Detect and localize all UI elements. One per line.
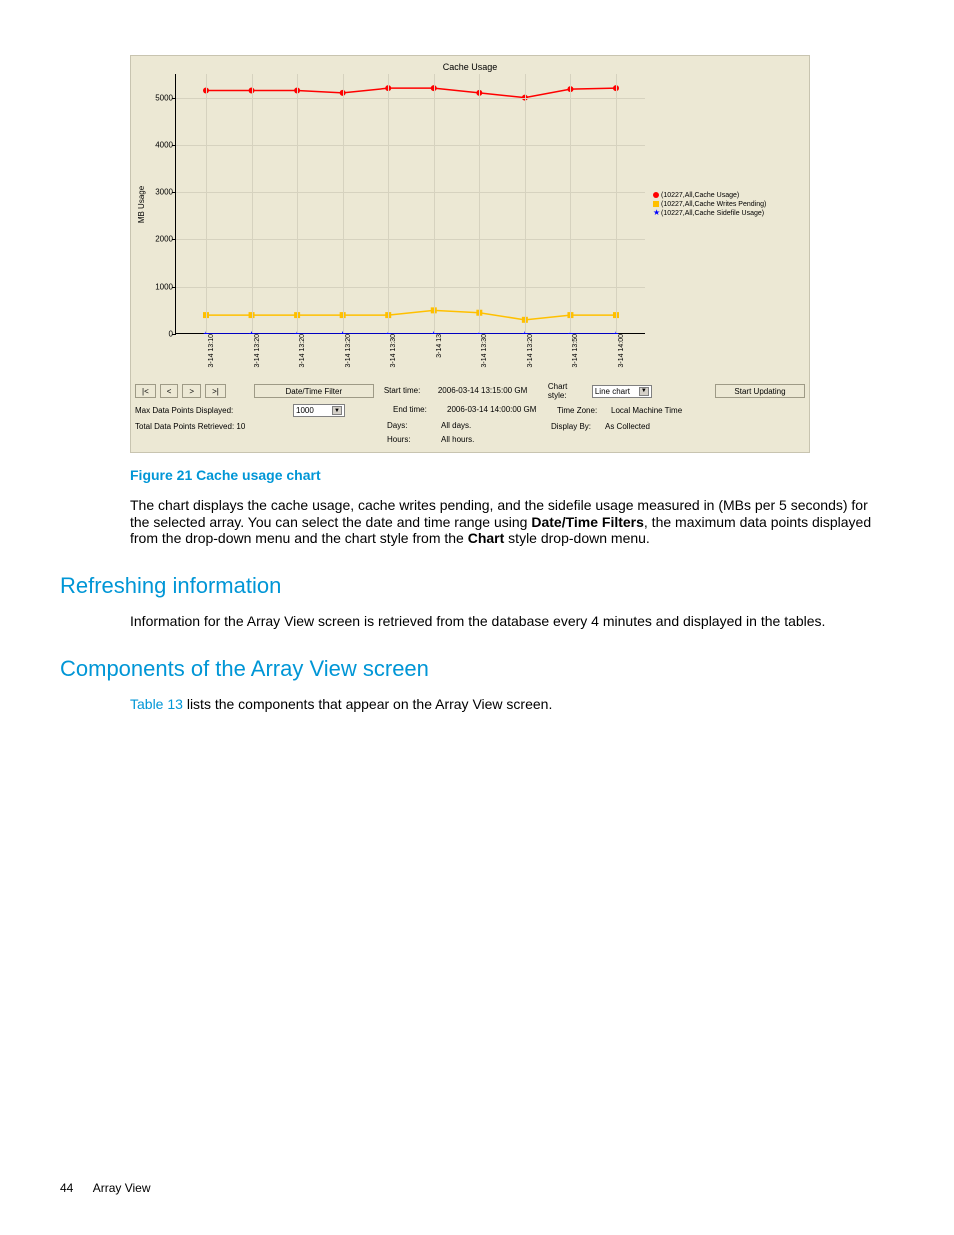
x-tick-label: 3-14 13:10 bbox=[208, 334, 215, 367]
chart-legend: (10227,All,Cache Usage) (10227,All,Cache … bbox=[645, 74, 805, 334]
chart-controls-row4: Hours: All hours. bbox=[135, 433, 805, 447]
display-by-label: Display By: bbox=[551, 422, 601, 431]
max-points-select[interactable]: 1000 ▼ bbox=[293, 404, 345, 417]
hours-value: All hours. bbox=[441, 435, 474, 445]
hours-block: Hours: All hours. bbox=[387, 435, 547, 445]
cache-usage-chart-panel: Cache Usage MB Usage 0100020003000400050… bbox=[130, 55, 810, 453]
y-tick-label: 3000 bbox=[155, 188, 173, 197]
max-points-value: 1000 bbox=[296, 406, 314, 415]
chevron-down-icon: ▼ bbox=[639, 387, 649, 396]
x-tick-label: 3-14 13:30 bbox=[390, 334, 397, 367]
legend-label: (10227,All,Cache Usage) bbox=[661, 192, 739, 199]
date-time-filter-button[interactable]: Date/Time Filter bbox=[254, 384, 374, 398]
chart-controls-row1: |< < > >| Date/Time Filter Start time: 20… bbox=[135, 378, 805, 402]
footer-title: Array View bbox=[93, 1181, 151, 1195]
para1-e: style drop-down menu. bbox=[504, 530, 650, 546]
chart-plot-area bbox=[175, 74, 645, 334]
time-info-block: Start time: 2006-03-14 13:15:00 GM bbox=[384, 386, 544, 396]
y-tick-label: 4000 bbox=[155, 140, 173, 149]
para1-d: Chart bbox=[468, 530, 505, 546]
legend-item: (10227,All,Cache Usage) bbox=[653, 192, 805, 199]
y-axis-label-col: MB Usage bbox=[135, 74, 149, 334]
refreshing-paragraph: Information for the Array View screen is… bbox=[130, 613, 874, 630]
start-time-value: 2006-03-14 13:15:00 GM bbox=[438, 386, 527, 396]
y-tick-label: 2000 bbox=[155, 235, 173, 244]
table-reference-link[interactable]: Table 13 bbox=[130, 696, 183, 712]
days-value: All days. bbox=[441, 421, 471, 431]
x-axis-ticks: 3-14 13:10 3-14 13:20 3-14 13:20 3-14 13:20… bbox=[175, 334, 645, 378]
chart-style-label: Chart style: bbox=[548, 382, 588, 400]
chart-description-paragraph: The chart displays the cache usage, cach… bbox=[130, 497, 874, 547]
heading-refreshing: Refreshing information bbox=[60, 573, 894, 599]
page-footer: 44 Array View bbox=[60, 1181, 151, 1195]
document-page: Cache Usage MB Usage 0100020003000400050… bbox=[0, 0, 954, 1235]
legend-label: (10227,All,Cache Sidefile Usage) bbox=[661, 210, 764, 217]
x-tick-label: 3-14 13:20 bbox=[299, 334, 306, 367]
end-time-label: End time: bbox=[393, 405, 443, 415]
chevron-down-icon: ▼ bbox=[332, 406, 342, 415]
legend-item: ★(10227,All,Cache Sidefile Usage) bbox=[653, 210, 805, 217]
heading-components: Components of the Array View screen bbox=[60, 656, 894, 682]
chart-title: Cache Usage bbox=[135, 60, 805, 74]
x-tick-label: 3-14 13:20 bbox=[527, 334, 534, 367]
nav-last-button[interactable]: >| bbox=[205, 384, 226, 398]
legend-label: (10227,All,Cache Writes Pending) bbox=[661, 201, 766, 208]
display-by-value: As Collected bbox=[605, 422, 650, 431]
x-axis-row: 3-14 13:10 3-14 13:20 3-14 13:20 3-14 13:20… bbox=[175, 334, 805, 378]
series-line bbox=[206, 310, 616, 319]
legend-marker-icon bbox=[653, 201, 659, 207]
chart-controls-row2: Max Data Points Displayed: 1000 ▼ End ti… bbox=[135, 402, 805, 419]
nav-first-button[interactable]: |< bbox=[135, 384, 156, 398]
x-tick-label: 3-14 13:20 bbox=[345, 334, 352, 367]
max-points-label: Max Data Points Displayed: bbox=[135, 406, 255, 415]
x-tick-label: 3-14 13:20 bbox=[254, 334, 261, 367]
chart-style-select[interactable]: Line chart ▼ bbox=[592, 385, 652, 398]
nav-next-button[interactable]: > bbox=[182, 384, 201, 398]
legend-marker-icon: ★ bbox=[653, 210, 659, 216]
x-tick-label: 3-14 13:30 bbox=[481, 334, 488, 367]
plot-row: MB Usage 010002000300040005000 (10227,Al… bbox=[135, 74, 805, 334]
start-time-label: Start time: bbox=[384, 386, 434, 396]
chart-svg bbox=[176, 74, 646, 334]
y-axis-ticks: 010002000300040005000 bbox=[149, 74, 175, 334]
time-zone-value: Local Machine Time bbox=[611, 406, 682, 415]
chart-controls-row3: Total Data Points Retrieved: 10 Days: All… bbox=[135, 419, 805, 433]
x-tick-label: 3-14 13 bbox=[436, 334, 443, 358]
components-text: lists the components that appear on the … bbox=[183, 696, 552, 712]
start-updating-button[interactable]: Start Updating bbox=[715, 384, 805, 398]
legend-marker-icon bbox=[653, 192, 659, 198]
x-tick-label: 3-14 14:00 bbox=[618, 334, 625, 367]
days-label: Days: bbox=[387, 421, 437, 431]
nav-prev-button[interactable]: < bbox=[160, 384, 179, 398]
legend-item: (10227,All,Cache Writes Pending) bbox=[653, 201, 805, 208]
figure-caption: Figure 21 Cache usage chart bbox=[130, 467, 894, 483]
total-points-label: Total Data Points Retrieved: 10 bbox=[135, 422, 335, 431]
time-zone-label: Time Zone: bbox=[557, 406, 607, 415]
chart-style-value: Line chart bbox=[595, 387, 630, 396]
end-time-block: End time: 2006-03-14 14:00:00 GM bbox=[393, 405, 553, 415]
hours-label: Hours: bbox=[387, 435, 437, 445]
x-tick-label: 3-14 13:50 bbox=[572, 334, 579, 367]
end-time-value: 2006-03-14 14:00:00 GM bbox=[447, 405, 536, 415]
y-tick-label: 1000 bbox=[155, 282, 173, 291]
y-axis-label: MB Usage bbox=[138, 185, 147, 222]
y-tick-label: 5000 bbox=[155, 93, 173, 102]
para1-b: Date/Time Filters bbox=[531, 514, 644, 530]
page-number: 44 bbox=[60, 1181, 73, 1195]
series-line bbox=[206, 88, 616, 97]
days-block: Days: All days. bbox=[387, 421, 547, 431]
components-paragraph: Table 13 lists the components that appea… bbox=[130, 696, 874, 713]
